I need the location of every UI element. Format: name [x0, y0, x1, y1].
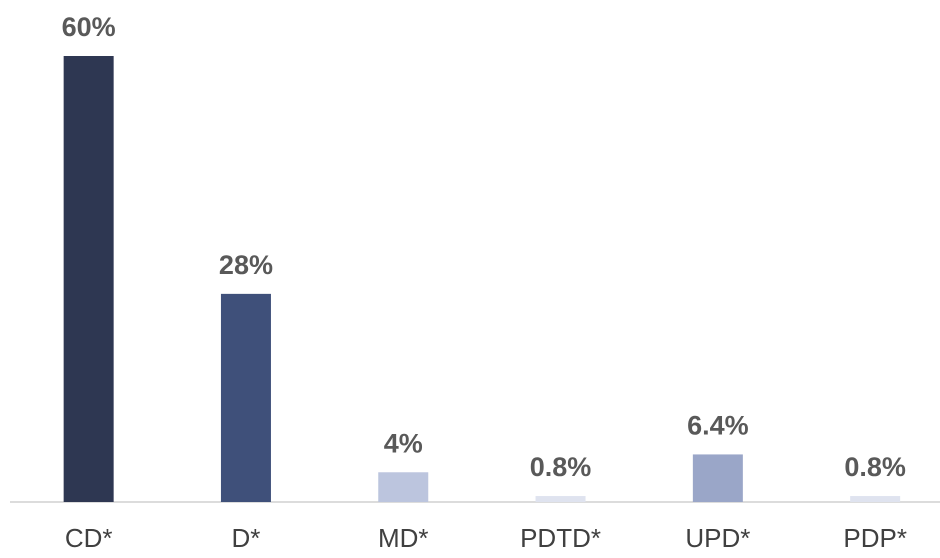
bar — [850, 496, 901, 502]
bar — [378, 472, 429, 502]
x-tick-label: D* — [231, 523, 260, 553]
value-label: 0.8% — [844, 452, 906, 482]
value-label: 28% — [219, 250, 273, 280]
x-tick-label: MD* — [378, 523, 429, 553]
value-label: 60% — [62, 12, 116, 42]
value-label: 0.8% — [530, 452, 592, 482]
bar — [220, 293, 271, 502]
value-label: 4% — [384, 428, 423, 458]
bar — [63, 56, 114, 502]
x-tick-label: UPD* — [685, 523, 750, 553]
value-label: 6.4% — [687, 411, 749, 441]
x-tick-label: PDP* — [843, 523, 907, 553]
x-tick-label: CD* — [65, 523, 113, 553]
bar — [692, 454, 743, 502]
x-tick-label: PDTD* — [520, 523, 601, 553]
bar — [535, 496, 586, 502]
